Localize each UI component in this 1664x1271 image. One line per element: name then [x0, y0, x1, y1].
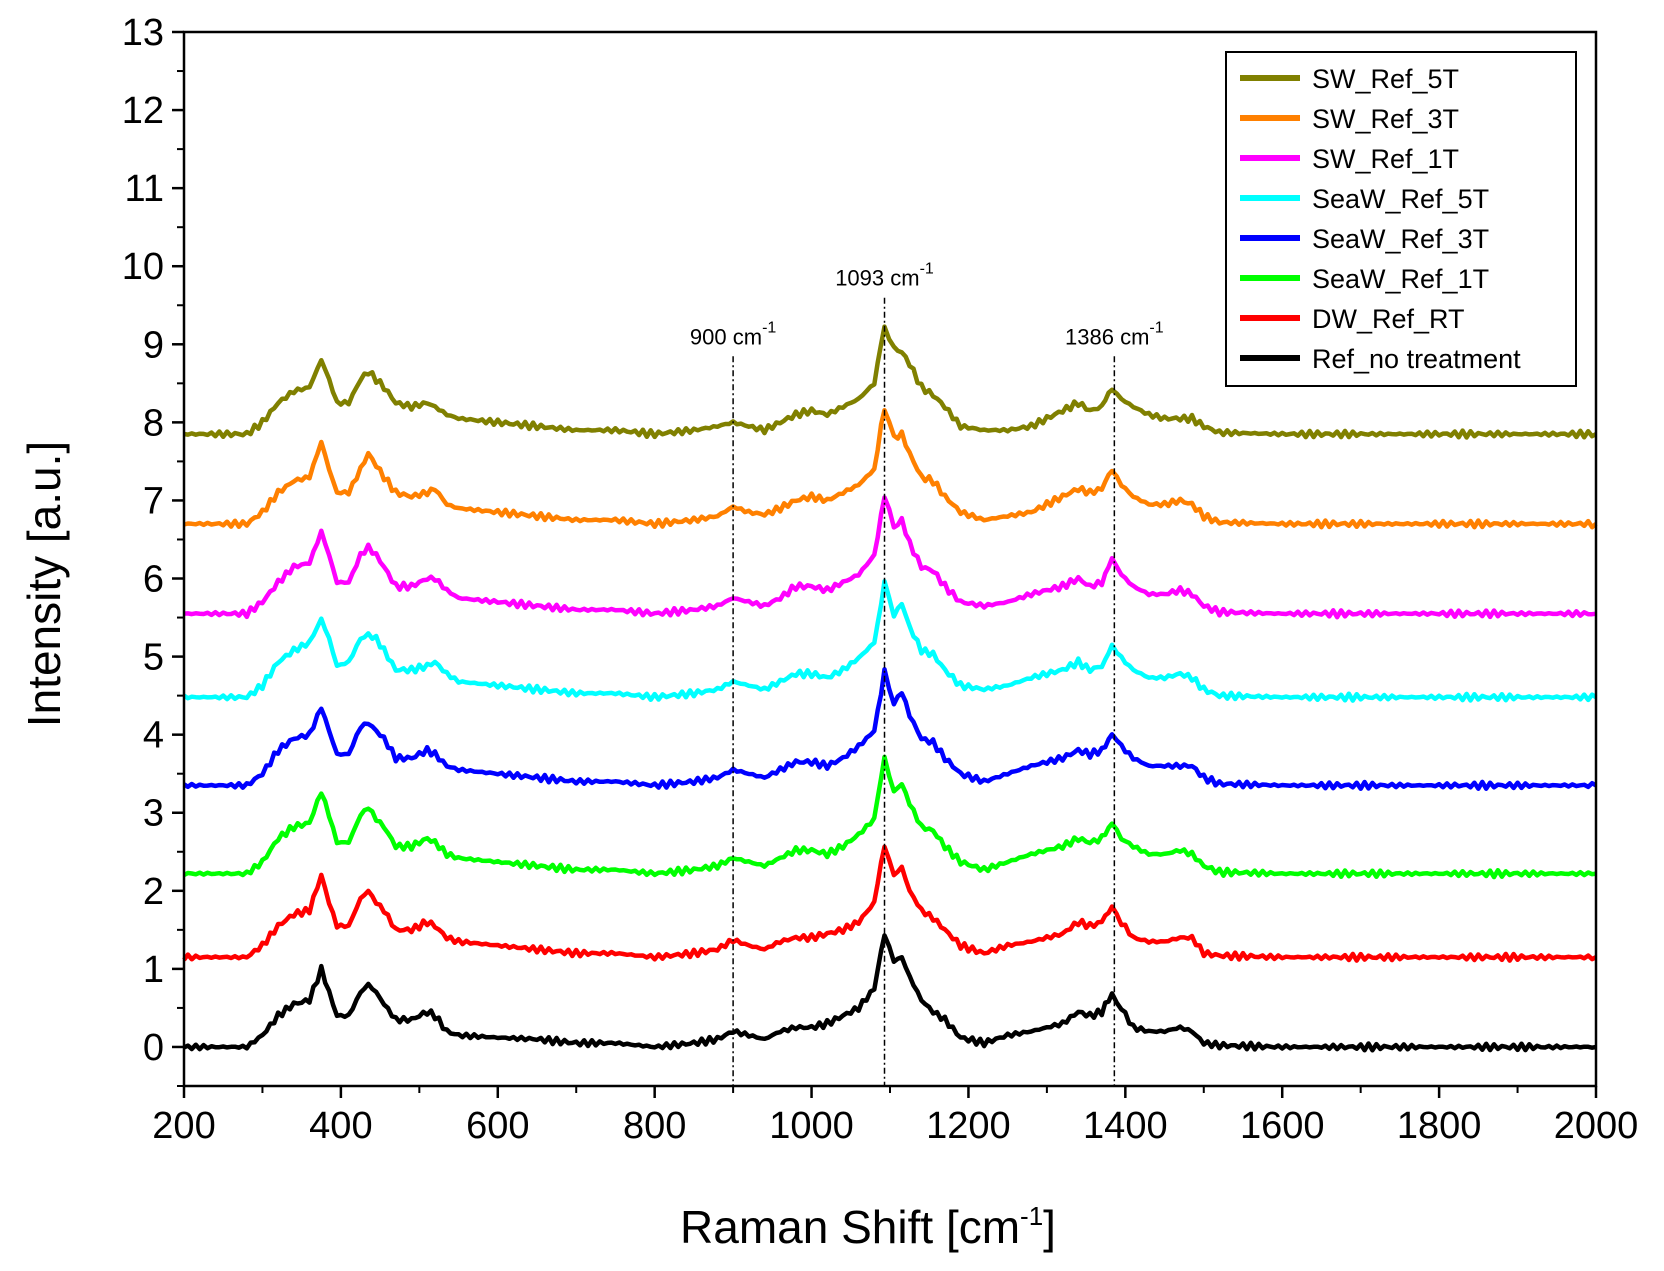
legend: SW_Ref_5T SW_Ref_3T SW_Ref_1T SeaW_Ref_5T Se… [1225, 51, 1577, 387]
y-tick-label: 10 [122, 246, 164, 288]
y-tick-label: 3 [143, 793, 164, 835]
x-tick-label: 600 [466, 1105, 529, 1147]
y-tick-label: 0 [143, 1027, 164, 1069]
y-tick-label: 2 [143, 871, 164, 913]
series-line-seaw-ref-3t [182, 667, 1598, 791]
x-axis: 200 400 600 800 1000 1200 1400 1600 1800 2000 [152, 1086, 1638, 1147]
annotation-label: 900 cm-1 [690, 319, 776, 349]
series-line-sw-ref-1t [183, 495, 1597, 620]
legend-label: SeaW_Ref_5T [1312, 184, 1489, 214]
legend-label: SW_Ref_3T [1312, 104, 1459, 134]
x-tick-label: 400 [309, 1105, 372, 1147]
legend-label: SW_Ref_5T [1312, 64, 1459, 94]
legend-box [1225, 51, 1577, 387]
annotation-label: 1093 cm-1 [835, 261, 934, 291]
series-line-ref-no-treatment [183, 933, 1597, 1053]
y-axis-title: Intensity [a.u.] [18, 441, 70, 727]
x-tick-label: 1600 [1240, 1105, 1325, 1147]
series-line-seaw-ref-1t [182, 754, 1597, 880]
x-tick-label: 200 [152, 1105, 215, 1147]
x-tick-label: 2000 [1554, 1105, 1639, 1147]
series-line-seaw-ref-5t [182, 578, 1598, 703]
plot-lines [182, 324, 1598, 1053]
y-tick-label: 13 [122, 12, 164, 54]
series-line-sw-ref-3t [183, 407, 1598, 530]
x-tick-label: 1000 [769, 1105, 854, 1147]
y-tick-label: 6 [143, 559, 164, 601]
x-tick-label: 1800 [1397, 1105, 1482, 1147]
x-tick-label: 800 [623, 1105, 686, 1147]
y-tick-label: 8 [143, 402, 164, 444]
legend-label: Ref_no treatment [1312, 344, 1521, 374]
y-tick-label: 11 [125, 168, 164, 210]
annotation-lines: 900 cm-1 1093 cm-1 1386 cm-1 [690, 261, 1164, 1086]
x-tick-label: 1200 [926, 1105, 1011, 1147]
series-line-dw-ref-rt [182, 844, 1597, 963]
annotation-label: 1386 cm-1 [1065, 319, 1164, 349]
x-axis-title: Raman Shift [cm-1] [680, 1201, 1056, 1253]
series-line-sw-ref-5t [183, 324, 1598, 440]
y-tick-label: 12 [122, 90, 164, 132]
legend-label: SeaW_Ref_3T [1312, 224, 1489, 254]
y-tick-label: 4 [143, 715, 164, 757]
y-tick-label: 9 [143, 324, 164, 366]
y-tick-label: 1 [143, 949, 164, 991]
y-tick-label: 5 [143, 637, 164, 679]
legend-label: SW_Ref_1T [1312, 144, 1459, 174]
legend-label: DW_Ref_RT [1312, 304, 1465, 334]
y-tick-label: 7 [143, 480, 164, 522]
x-tick-label: 1400 [1083, 1105, 1168, 1147]
legend-label: SeaW_Ref_1T [1312, 264, 1489, 294]
